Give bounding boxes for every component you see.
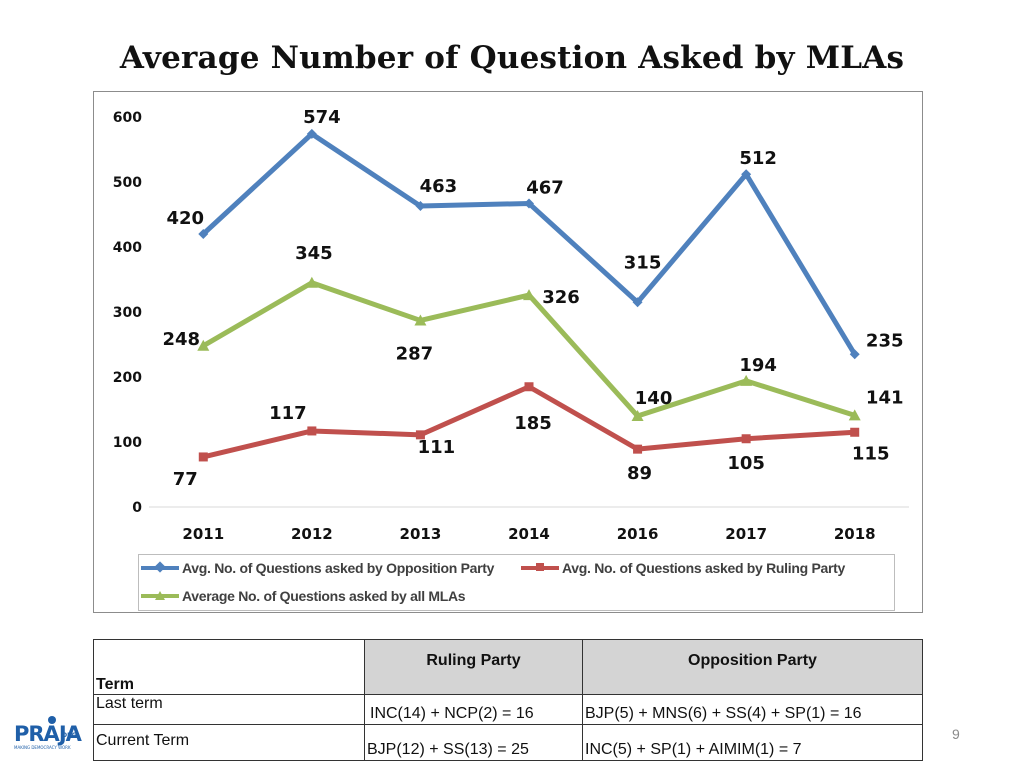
x-tick-label: 2014	[508, 525, 550, 543]
data-label: 467	[526, 177, 564, 198]
data-point-marker	[848, 409, 861, 421]
data-label: 111	[418, 437, 456, 458]
table-row: Last term INC(14) + NCP(2) = 16 BJP(5) +…	[93, 694, 923, 725]
data-point-marker	[632, 297, 643, 308]
data-label: 194	[739, 355, 777, 376]
data-point-marker	[631, 410, 644, 421]
data-label: 326	[542, 287, 580, 308]
legend-swatch-opposition	[141, 561, 179, 573]
x-tick-label: 2013	[400, 525, 442, 543]
legend-item-opposition: Avg. No. of Questions asked by Oppositio…	[141, 560, 494, 576]
x-tick-label: 2016	[617, 525, 659, 543]
slide-title: Average Number of Question Asked by MLAs	[119, 40, 905, 76]
data-label: 420	[166, 208, 204, 229]
y-tick-label: 200	[113, 370, 142, 386]
legend-item-all-mlas: Average No. of Questions asked by all ML…	[141, 588, 466, 604]
data-point-marker	[523, 289, 535, 301]
data-point-marker	[306, 128, 317, 139]
logo-tagline: MAKING DEMOCRACY WORK	[14, 745, 71, 750]
legend-label-all-mlas: Average No. of Questions asked by all ML…	[182, 588, 466, 604]
data-label: 117	[269, 403, 307, 424]
table-cell-term: Last term	[93, 694, 365, 725]
data-point-marker	[415, 430, 425, 440]
y-tick-label: 600	[113, 110, 142, 126]
data-label: 574	[303, 107, 341, 128]
table-header-opposition-party: Opposition Party	[582, 639, 923, 695]
data-point-marker	[414, 314, 427, 326]
table-cell-ruling: BJP(12) + SS(13) = 25	[364, 724, 583, 761]
chart-frame: 0 100 200 300 400 500 600 2011 2012 2013 2014 2016 2…	[93, 91, 923, 613]
data-point-marker	[633, 444, 643, 454]
legend-item-ruling: Avg. No. of Questions asked by Ruling Pa…	[521, 560, 845, 576]
data-point-marker	[524, 198, 534, 209]
data-label: 141	[866, 387, 904, 408]
data-point-marker	[741, 434, 751, 444]
table-header-ruling-party: Ruling Party	[364, 639, 583, 695]
data-point-marker	[740, 374, 753, 386]
x-tick-label: 2012	[291, 525, 333, 543]
line-chart: 0 100 200 300 400 500 600 2011 2012 2013 2014 2016 2…	[113, 107, 909, 543]
data-label: 115	[852, 443, 890, 464]
data-label: 315	[624, 252, 662, 273]
table-cell-opposition: BJP(5) + MNS(6) + SS(4) + SP(1) = 16	[582, 694, 923, 725]
data-label: 235	[866, 330, 904, 351]
legend-swatch-all-mlas	[141, 591, 179, 600]
data-label: 140	[635, 388, 673, 409]
chart-legend: Avg. No. of Questions asked by Oppositio…	[138, 554, 895, 611]
table-header-term: Term	[93, 639, 365, 695]
data-point-marker	[850, 427, 860, 437]
logo-suffix: ORG	[62, 732, 77, 739]
data-point-marker	[305, 276, 318, 288]
y-tick-label: 500	[113, 175, 142, 191]
data-point-marker	[415, 201, 426, 212]
data-point-marker	[198, 452, 208, 462]
x-tick-label: 2017	[725, 525, 767, 543]
x-tick-label: 2018	[834, 525, 876, 543]
data-label: 345	[295, 243, 333, 264]
data-label: 105	[727, 453, 765, 474]
data-point-marker	[849, 349, 860, 360]
data-point-marker	[741, 169, 752, 180]
logo-text: PRAJA	[14, 722, 82, 746]
table-cell-term: Current Term	[93, 724, 365, 761]
data-point-marker	[198, 229, 209, 239]
y-tick-label: 300	[113, 305, 142, 321]
table-row: Current Term BJP(12) + SS(13) = 25 INC(5…	[93, 724, 923, 761]
data-label: 512	[739, 148, 777, 169]
legend-swatch-ruling	[521, 563, 559, 571]
data-label: 89	[627, 463, 652, 484]
party-composition-table: Term Ruling Party Opposition Party Last …	[93, 639, 923, 761]
legend-label-opposition: Avg. No. of Questions asked by Oppositio…	[182, 560, 495, 576]
praja-logo: PRAJA ORG MAKING DEMOCRACY WORK	[12, 716, 82, 752]
data-point-marker	[197, 339, 210, 351]
y-tick-label: 0	[132, 500, 142, 516]
data-label: 248	[162, 329, 200, 350]
data-label: 185	[514, 413, 552, 434]
legend-label-ruling: Avg. No. of Questions asked by Ruling Pa…	[562, 560, 845, 576]
data-point-marker	[524, 382, 534, 392]
page-number: 9	[952, 726, 960, 742]
y-tick-label: 400	[113, 240, 142, 256]
y-tick-label: 100	[113, 435, 142, 451]
series-line-2	[200, 280, 858, 419]
logo-figure-icon	[48, 716, 56, 724]
table-header-row: Term Ruling Party Opposition Party	[93, 639, 923, 695]
data-point-marker	[307, 426, 317, 436]
data-label: 287	[396, 343, 434, 364]
data-label: 77	[173, 469, 198, 490]
table-cell-opposition: INC(5) + SP(1) + AIMIM(1) = 7	[582, 724, 923, 761]
data-label: 463	[420, 176, 458, 197]
x-tick-label: 2011	[182, 525, 224, 543]
table-cell-ruling: INC(14) + NCP(2) = 16	[364, 694, 583, 725]
